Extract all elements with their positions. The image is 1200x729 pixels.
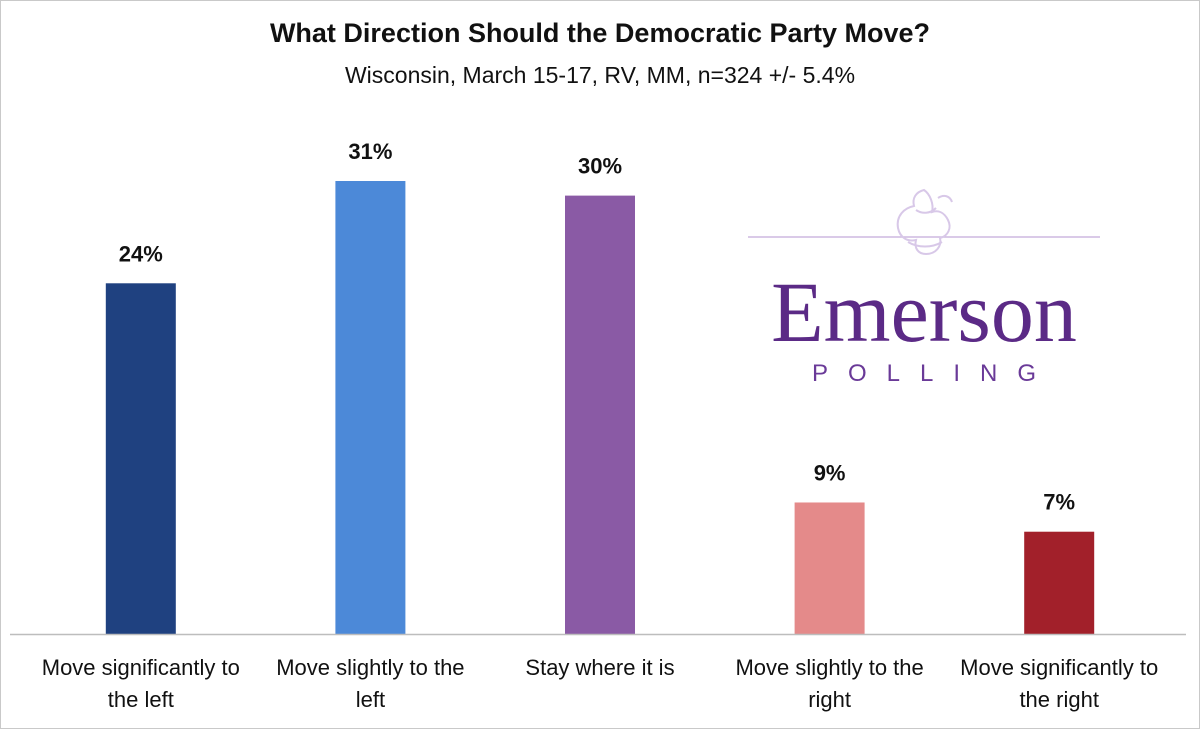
chart-title: What Direction Should the Democratic Par…	[269, 18, 931, 48]
bar-4	[794, 502, 865, 634]
category-label-3: Stay where it is	[487, 652, 713, 684]
category-label-line: Move significantly to	[41, 655, 240, 680]
emerson-polling-logo: Emerson POLLING	[748, 180, 1100, 390]
data-label-3: 30%	[578, 154, 622, 179]
bar-1	[105, 283, 176, 634]
chart-subtitle: Wisconsin, March 15-17, RV, MM, n=324 +/…	[344, 62, 856, 88]
lion-crest-icon	[748, 188, 1100, 256]
bar-3	[565, 195, 635, 634]
category-label-line: Stay where it is	[525, 655, 675, 680]
category-label-5: Move significantly to the right	[946, 652, 1172, 716]
data-label-2: 31%	[348, 139, 392, 164]
data-label-1: 24%	[119, 241, 163, 266]
category-label-line: Move slightly to the	[735, 655, 924, 680]
bar-2	[335, 181, 406, 634]
data-label-4: 9%	[814, 460, 846, 485]
category-label-1: Move significantly to the left	[28, 652, 254, 716]
category-label-2: Move slightly to the left	[257, 652, 483, 716]
bar-5	[1024, 531, 1095, 634]
logo-wordmark: Emerson	[771, 264, 1077, 360]
data-label-5: 7%	[1043, 490, 1075, 515]
category-label-line: the left	[107, 687, 174, 712]
category-label-line: right	[808, 687, 851, 712]
category-label-4: Move slightly to the right	[717, 652, 943, 716]
category-label-line: the right	[1019, 687, 1099, 712]
category-label-line: left	[355, 687, 386, 712]
logo-subtitle: POLLING	[811, 360, 1057, 387]
category-label-line: Move slightly to the	[276, 655, 465, 680]
category-label-line: Move significantly to	[960, 655, 1159, 680]
